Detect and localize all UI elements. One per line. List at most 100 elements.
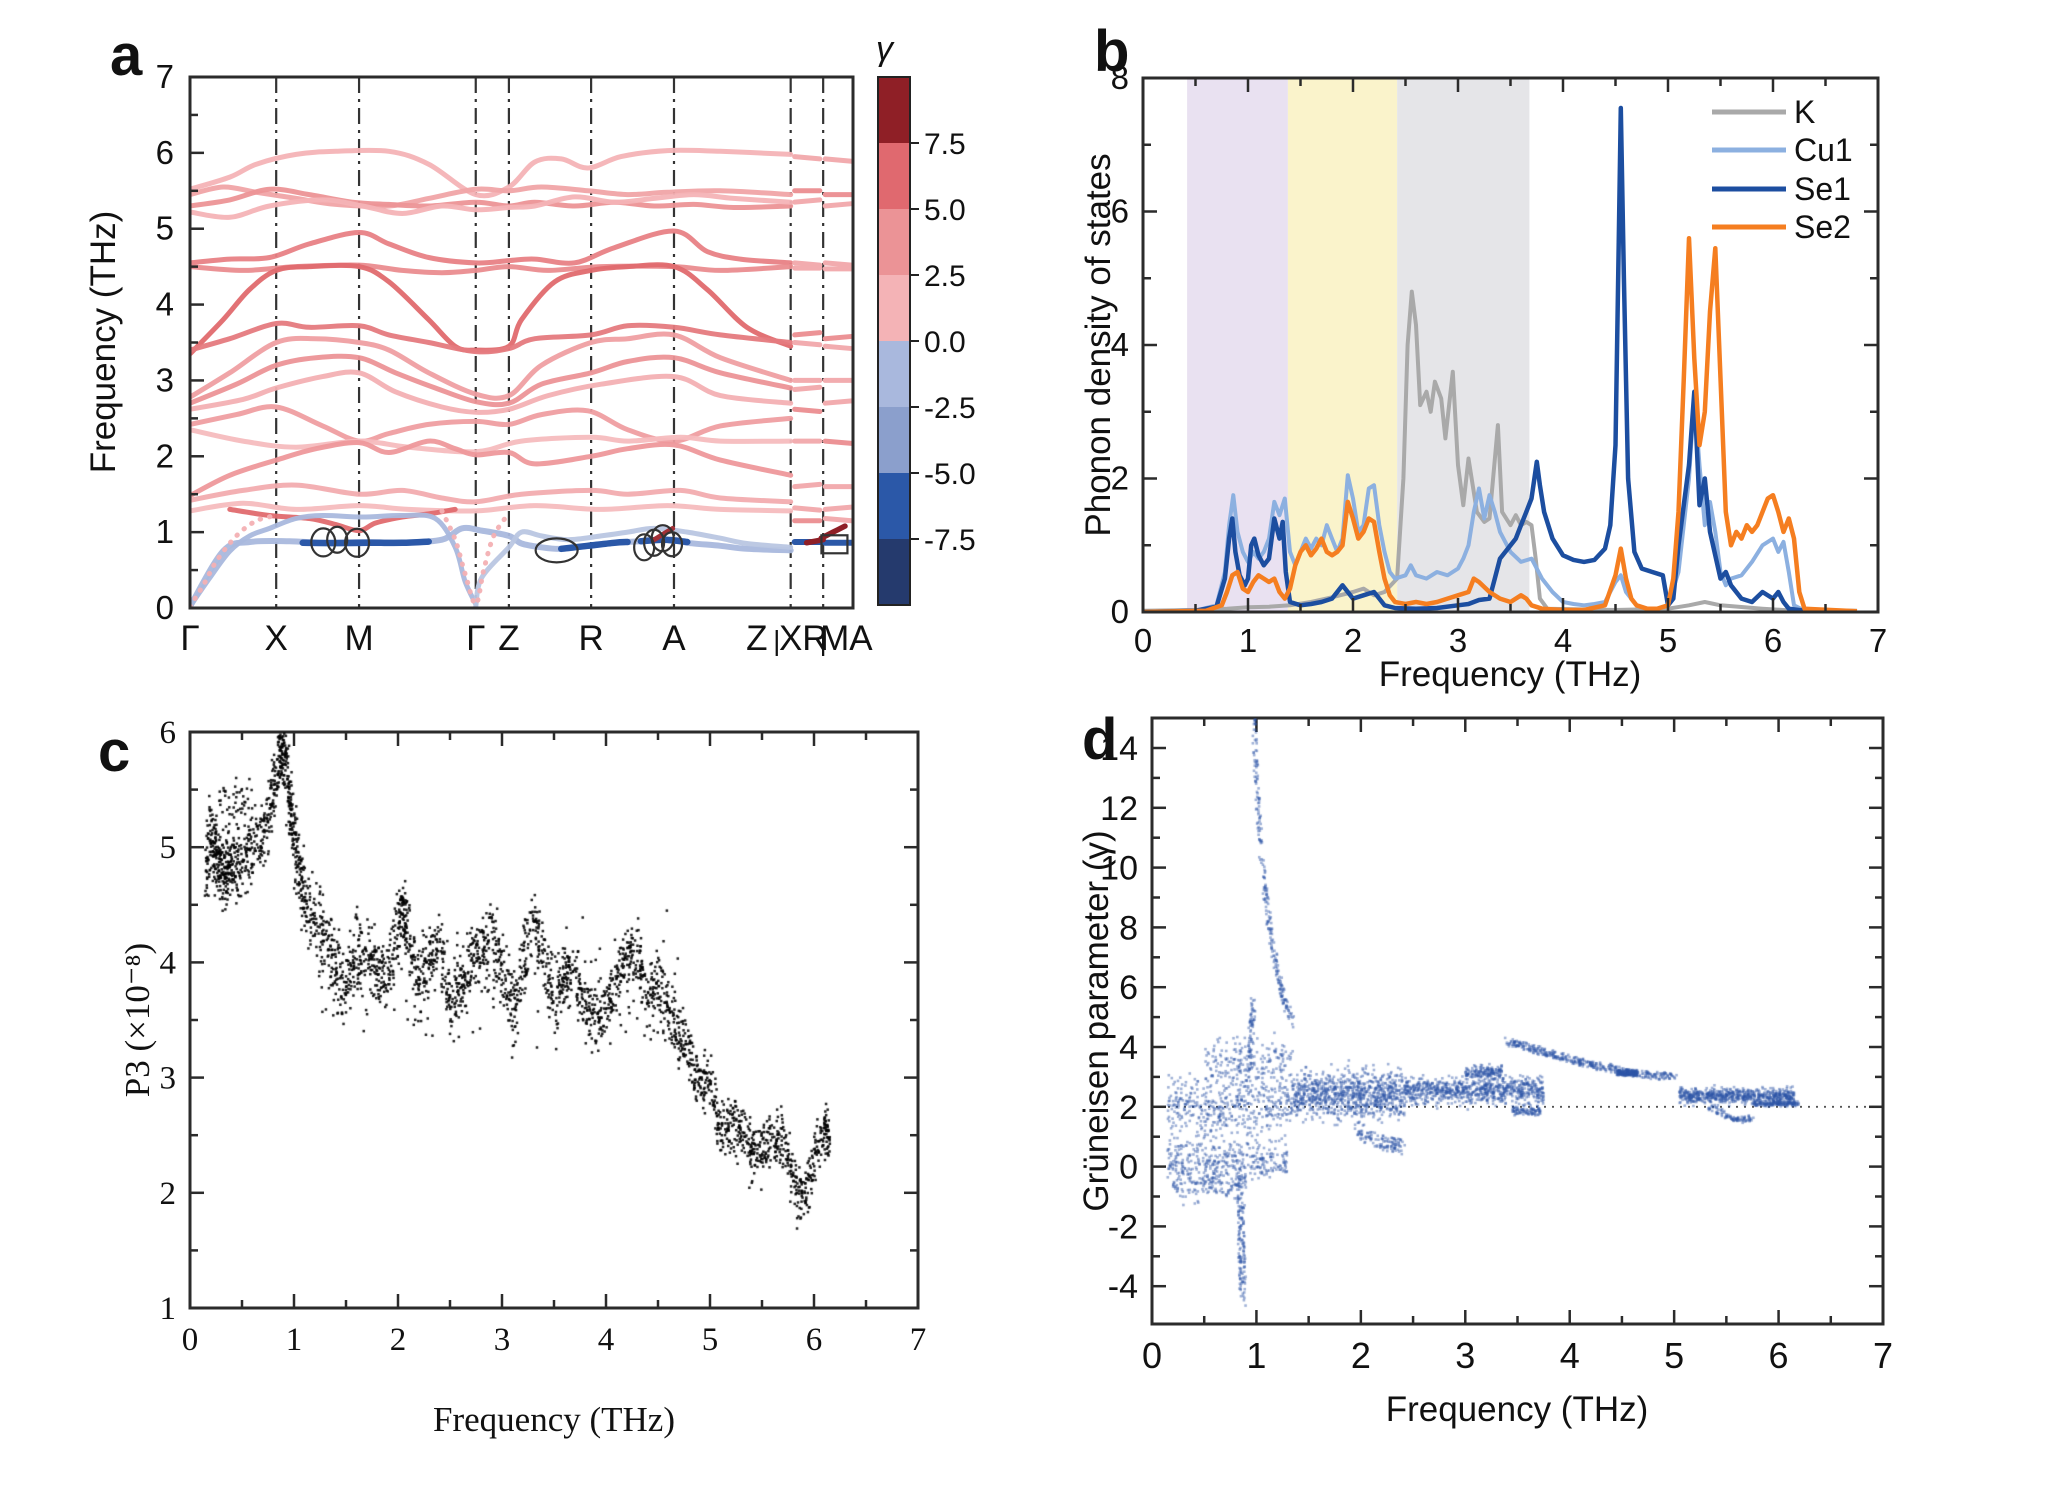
avoided-crossing-ellipse [326, 525, 349, 554]
colorbar-segment [878, 77, 910, 144]
tick-label: 7.5 [924, 128, 966, 161]
tick-label: -4 [1108, 1268, 1138, 1306]
tick-label: 1 [286, 1322, 303, 1358]
tick-label: 2 [1119, 1089, 1138, 1127]
panel-a-ylabel: Frequency (THz) [84, 210, 123, 474]
tick-label: 0 [1111, 593, 1129, 630]
tick-label: 6 [1111, 193, 1129, 230]
tick-label: 7 [156, 58, 174, 95]
panel-c-scatter-canvas [190, 732, 918, 1308]
band-segment-XR [792, 406, 823, 415]
tick-label: -5.0 [924, 458, 976, 491]
avoided-crossing-ellipse [534, 537, 579, 564]
phonon-band [190, 320, 794, 355]
phonon-band [190, 513, 279, 608]
tick-label: 3 [1449, 622, 1467, 659]
colorbar-segment [878, 473, 910, 540]
band-segment-MA [822, 201, 853, 209]
panel-a-letter: a [110, 23, 143, 88]
tick-label: Z [746, 619, 767, 658]
dos-series-Se2 [1143, 235, 1858, 612]
tick-label: 0 [1134, 622, 1152, 659]
dos-series [1143, 105, 1858, 612]
band-segment-MA [822, 438, 853, 446]
tick-label: A [662, 619, 686, 658]
tick-label: 5.0 [924, 194, 966, 227]
tick-label: Γ [180, 619, 199, 658]
band-segment-XR [792, 481, 823, 490]
band-segment-XR [792, 154, 823, 162]
tick-label: 1 [1239, 622, 1257, 659]
band-segment-XR [792, 384, 823, 393]
tick-label: 6 [806, 1322, 823, 1358]
tick-label: 1 [156, 513, 174, 550]
panel-c-xlabel: Frequency (THz) [433, 1400, 675, 1439]
tick-label: Γ [466, 619, 485, 658]
tick-label: 12 [1100, 790, 1138, 828]
panel-a-annotations [310, 524, 849, 564]
tick-label: -2 [1108, 1208, 1138, 1246]
phonon-band [190, 147, 794, 199]
tick-label: 8 [1119, 909, 1138, 947]
band-segment-MA [822, 504, 853, 512]
tick-label: 2 [160, 1176, 177, 1212]
tick-label: 7 [910, 1322, 927, 1358]
avoided-crossing-ellipse [343, 527, 371, 558]
tick-label: 7 [1869, 622, 1887, 659]
panel-d-xlabel: Frequency (THz) [1385, 1390, 1649, 1429]
tick-label: 2.5 [924, 260, 966, 293]
tick-label: 4 [160, 945, 177, 981]
panel-c-letter: c [98, 719, 131, 784]
phonon-band [439, 508, 512, 607]
tick-label: 1 [160, 1291, 177, 1327]
tick-label: 4 [1111, 326, 1129, 363]
phonon-band [190, 184, 794, 209]
tick-label: 2 [390, 1322, 407, 1358]
tick-label: R [578, 619, 603, 658]
tick-label: -7.5 [924, 524, 976, 557]
panel-d-scatter-canvas [1152, 718, 1883, 1324]
tick-label: 3 [494, 1322, 511, 1358]
band-segment-XR [792, 197, 823, 205]
panel-d-letter: d [1082, 707, 1118, 772]
band-segment-XR [792, 260, 823, 268]
phonon-band [190, 186, 794, 211]
avoided-crossing-square [820, 534, 849, 555]
dos-series-Se1 [1143, 105, 1858, 612]
band-segment-MA [822, 260, 853, 268]
colorbar-segment [878, 275, 910, 342]
band-segment-XR [792, 505, 823, 513]
colorbar-segment [878, 407, 910, 474]
phonon-band-overlay [299, 538, 432, 547]
tick-label: 3 [1455, 1335, 1475, 1376]
tick-label: 5 [156, 210, 174, 247]
dos-series-Cu1 [1143, 393, 1858, 612]
phonon-band [190, 331, 794, 401]
phonon-band [190, 192, 794, 220]
band-segment-XR [792, 340, 823, 348]
tick-label: 4 [1560, 1335, 1580, 1376]
tick-label: -2.5 [924, 392, 976, 425]
tick-label: 3 [156, 361, 174, 398]
colorbar-segment [878, 209, 910, 276]
tick-label: Z [498, 619, 519, 658]
tick-label: 5 [160, 830, 177, 866]
phonon-band [190, 427, 794, 455]
band-segment-MA [822, 156, 853, 164]
panel-b-ylabel: Phonon density of states [1079, 153, 1118, 537]
phonon-band [190, 482, 794, 505]
avoided-crossing-ellipse [660, 531, 684, 558]
band-segment-XR [792, 330, 823, 338]
phonon-band [190, 228, 794, 266]
tick-label: 6 [1119, 969, 1138, 1007]
tick-label: | [773, 625, 780, 656]
phonon-band [473, 525, 794, 608]
tick-label: 2 [156, 437, 174, 474]
band-segment-MA [822, 343, 853, 352]
tick-label: 4 [1119, 1029, 1138, 1067]
tick-label: 14 [1100, 730, 1138, 768]
